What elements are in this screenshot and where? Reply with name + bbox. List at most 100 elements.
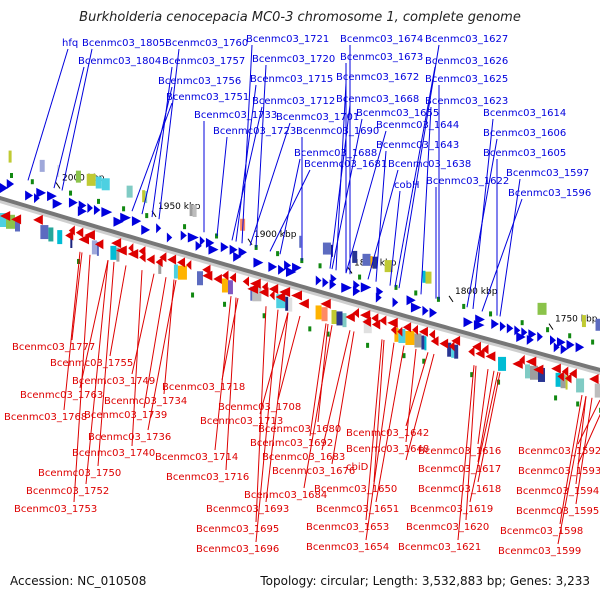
reverse-leader-line xyxy=(255,306,267,523)
reverse-leader-line xyxy=(365,339,383,521)
reverse-leader-line xyxy=(259,312,289,415)
feature-block-inner xyxy=(565,375,568,390)
forward-leader-line xyxy=(481,198,523,312)
feature-block-inner xyxy=(447,342,452,357)
reverse-gene-arrow xyxy=(428,329,436,340)
forward-gene-label: Bcenmc03_1751 xyxy=(166,92,249,103)
reverse-leader-line xyxy=(71,252,83,341)
reverse-gene-arrow xyxy=(390,324,397,335)
forward-gene-arrow xyxy=(284,260,292,271)
forward-gene-arrow xyxy=(556,337,566,348)
reverse-gene-label: Bcenmc03_1718 xyxy=(162,382,245,393)
reverse-gene-label: Bcenmc03_1595 xyxy=(516,506,599,517)
feature-block-inner xyxy=(315,305,322,320)
reverse-gene-arrow xyxy=(561,366,569,377)
reverse-gene-label: Bcenmc03_1642 xyxy=(346,428,429,439)
reverse-leader-line xyxy=(469,371,499,503)
reverse-gene-arrow xyxy=(589,374,599,385)
reverse-leader-line xyxy=(255,309,279,543)
reverse-leader-line xyxy=(309,323,327,437)
rna-feature xyxy=(300,258,304,264)
forward-gene-arrow xyxy=(285,266,297,277)
feature-block-inner xyxy=(525,364,531,379)
feature-block-inner xyxy=(250,286,253,301)
forward-gene-arrow xyxy=(550,335,556,346)
reverse-gene-label: Bcenmc03_1618 xyxy=(418,484,501,495)
forward-gene-arrow xyxy=(0,183,9,193)
forward-gene-arrow xyxy=(341,282,352,293)
rna-feature xyxy=(414,290,418,296)
reverse-gene-label: Bcenmc03_1734 xyxy=(104,396,187,407)
reverse-leader-line xyxy=(477,372,501,483)
reverse-gene-arrow xyxy=(298,298,309,309)
rna-feature xyxy=(520,320,524,326)
reverse-gene-label: Bcenmc03_1696 xyxy=(196,544,279,555)
forward-leader-line xyxy=(367,169,399,280)
reverse-gene-arrow xyxy=(533,364,544,375)
forward-gene-arrow xyxy=(528,329,537,340)
feature-block-outer xyxy=(75,170,81,183)
forward-gene-label: Bcenmc03_1655 xyxy=(356,108,439,119)
reverse-gene-label: Bcenmc03_1714 xyxy=(155,452,238,463)
reverse-gene-label: Bcenmc03_1739 xyxy=(84,410,167,421)
feature-block-inner xyxy=(70,233,73,248)
feature-block-inner xyxy=(530,365,539,380)
forward-gene-arrow xyxy=(491,319,499,330)
feature-block-outer xyxy=(8,150,12,163)
feature-block-inner xyxy=(6,214,15,229)
forward-gene-label: Bcenmc03_1672 xyxy=(336,72,419,83)
forward-gene-label: Bcenmc03_1627 xyxy=(425,34,508,45)
forward-gene-arrow xyxy=(499,321,506,332)
feature-block-outer xyxy=(370,256,373,269)
forward-gene-arrow xyxy=(537,331,543,342)
forward-gene-arrow xyxy=(315,275,322,286)
rna-feature xyxy=(191,292,195,298)
reverse-leader-line xyxy=(143,277,167,409)
reverse-leader-line xyxy=(557,396,587,545)
reverse-gene-arrow xyxy=(115,245,127,256)
reverse-gene-arrow xyxy=(139,252,146,263)
forward-gene-arrow xyxy=(560,344,568,355)
forward-gene-label: Bcenmc03_1605 xyxy=(483,148,566,159)
feature-block-inner xyxy=(405,330,415,345)
reverse-gene-label: Bcenmc03_1616 xyxy=(418,446,501,457)
forward-gene-arrow xyxy=(52,198,63,209)
rna-feature xyxy=(436,296,440,302)
reverse-gene-label: Bcenmc03_1594 xyxy=(516,486,599,497)
reverse-gene-arrow xyxy=(68,225,75,236)
rna-feature xyxy=(358,274,362,280)
forward-gene-label: cobH xyxy=(394,180,419,191)
forward-gene-label: Bcenmc03_1674 xyxy=(340,34,423,45)
reverse-gene-label: Bcenmc03_1648 xyxy=(346,444,429,455)
reverse-gene-arrow xyxy=(269,290,275,301)
forward-gene-arrow xyxy=(322,277,329,288)
forward-gene-label: Bcenmc03_1638 xyxy=(388,159,471,170)
forward-gene-arrow xyxy=(87,203,93,214)
feature-block-outer xyxy=(39,159,45,172)
reverse-gene-arrow xyxy=(379,315,387,326)
feature-block-inner xyxy=(363,319,372,334)
reverse-gene-arrow xyxy=(213,273,222,284)
feature-block-inner xyxy=(40,225,49,240)
forward-gene-arrow xyxy=(429,307,438,318)
feature-block-inner xyxy=(197,271,204,286)
reverse-gene-arrow xyxy=(362,316,371,327)
reverse-gene-arrow xyxy=(242,276,250,287)
reverse-leader-line xyxy=(321,330,351,451)
forward-gene-label: Bcenmc03_1723 xyxy=(213,126,296,137)
reverse-gene-arrow xyxy=(94,239,104,250)
reverse-gene-arrow xyxy=(371,313,379,324)
reverse-leader-line xyxy=(405,348,417,443)
forward-gene-arrow xyxy=(360,282,372,293)
feature-block-outer xyxy=(322,242,331,255)
rna-feature xyxy=(308,326,312,332)
reverse-gene-arrow xyxy=(557,371,564,382)
feature-block-outer xyxy=(581,315,586,328)
reverse-gene-arrow xyxy=(439,338,449,349)
reverse-leader-line xyxy=(373,339,385,483)
reverse-gene-arrow xyxy=(387,317,398,328)
reverse-gene-arrow xyxy=(551,363,561,374)
forward-leader-line xyxy=(255,64,267,248)
reverse-leader-line xyxy=(131,273,155,375)
feature-block-inner xyxy=(336,311,343,326)
